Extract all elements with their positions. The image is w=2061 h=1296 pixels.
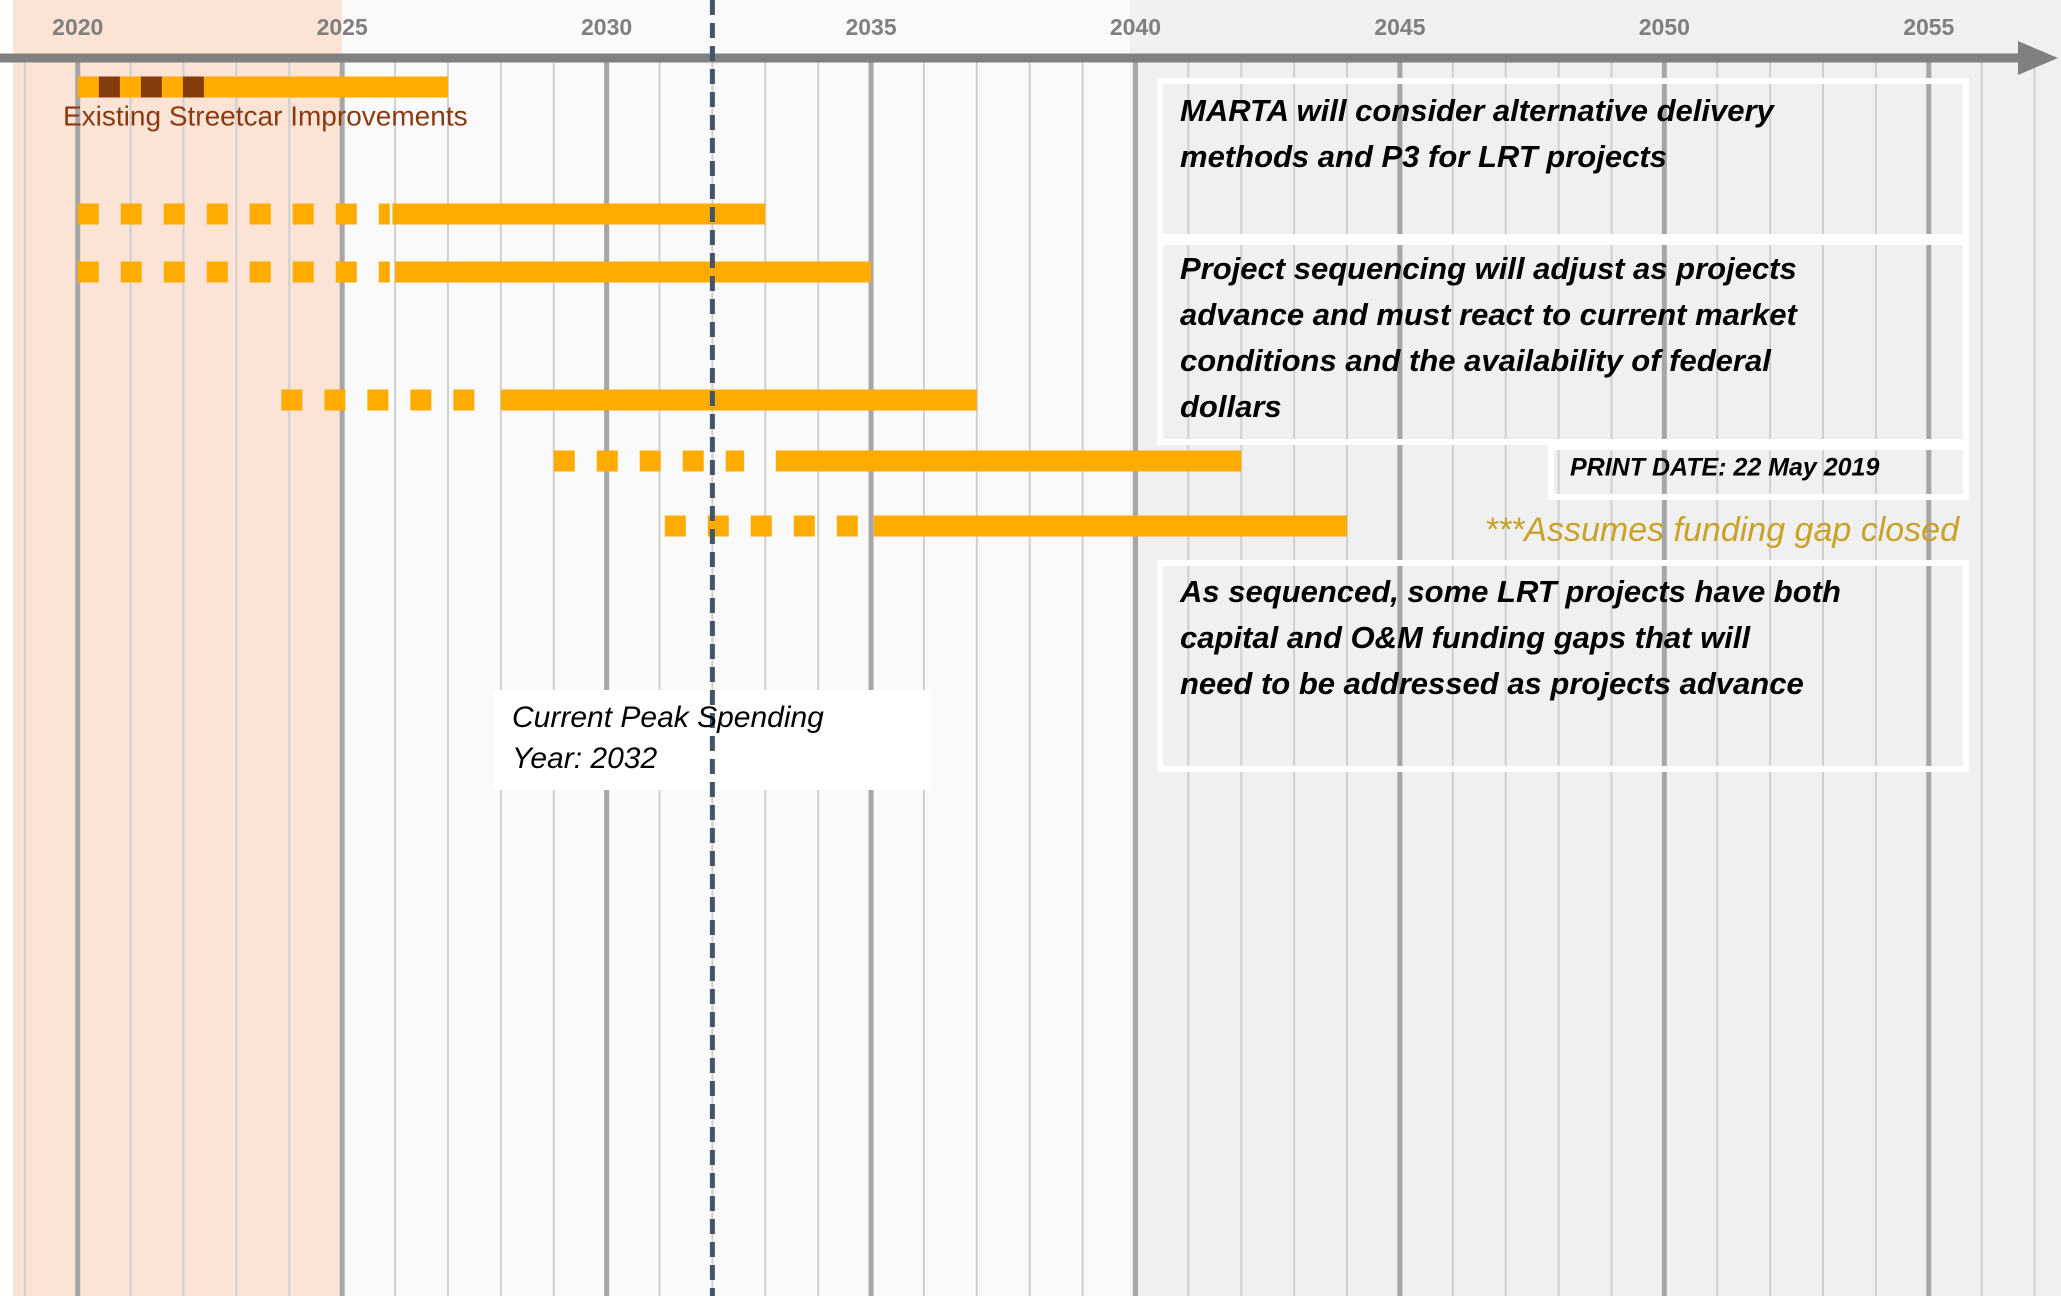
grid: 2020 2025 2030 2035 2040 2045 2050 2055	[0, 14, 2058, 1296]
note-text: advance and must react to current market	[1180, 297, 1798, 332]
footnote: ***Assumes funding gap closed	[1485, 511, 1960, 549]
band	[1130, 0, 2061, 1296]
print-date: PRINT DATE: 22 May 2019	[1570, 454, 1879, 482]
build-bar	[500, 389, 977, 411]
note-text: conditions and the availability of feder…	[1180, 343, 1772, 378]
x-tick-label: 2020	[52, 14, 103, 40]
note-text: Project sequencing will adjust as projec…	[1180, 251, 1797, 286]
peak-label: Year: 2032	[512, 742, 657, 775]
note-text: need to be addressed as projects advance	[1180, 666, 1804, 701]
x-tick-label: 2055	[1903, 14, 1954, 40]
overlay: Current Peak Spending Year: 2032 MARTA wil…	[494, 0, 1969, 1296]
x-tick-label: 2050	[1639, 14, 1690, 40]
x-tick-label: 2040	[1110, 14, 1161, 40]
x-tick-label: 2035	[845, 14, 896, 40]
build-bar	[395, 261, 872, 283]
note-text: dollars	[1180, 389, 1282, 424]
build-bar	[77, 76, 448, 98]
note-text: As sequenced, some LRT projects have bot…	[1179, 574, 1841, 609]
x-tick-label: 2025	[317, 14, 368, 40]
note-box	[1157, 560, 1969, 772]
print-date-box	[1548, 444, 1969, 500]
note-box	[1157, 239, 1969, 445]
band	[342, 0, 1130, 1296]
band	[13, 0, 342, 1296]
note-text: capital and O&M funding gaps that will	[1180, 620, 1751, 655]
axis-arrow	[2018, 41, 2058, 75]
marks: Existing Streetcar Improvements	[63, 76, 1348, 537]
build-bar	[392, 203, 766, 225]
x-tick-label: 2030	[581, 14, 632, 40]
x-tick-label: 2045	[1374, 14, 1425, 40]
note-text: MARTA will consider alternative delivery	[1180, 93, 1776, 128]
note-box	[1157, 78, 1969, 240]
build-bar	[775, 450, 1242, 472]
note-text: methods and P3 for LRT projects	[1180, 139, 1667, 174]
peak-label: Current Peak Spending	[512, 701, 824, 734]
task-label: Existing Streetcar Improvements	[63, 100, 468, 131]
build-bar	[873, 515, 1348, 537]
